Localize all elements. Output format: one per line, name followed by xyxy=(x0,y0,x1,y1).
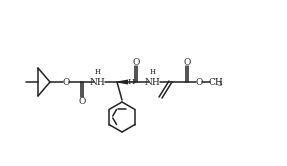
Text: NH: NH xyxy=(144,78,160,86)
Polygon shape xyxy=(117,80,128,84)
Text: H: H xyxy=(95,68,101,76)
Text: CH: CH xyxy=(209,78,223,86)
Text: 3: 3 xyxy=(218,80,222,88)
Text: O: O xyxy=(78,96,86,106)
Text: O: O xyxy=(183,57,191,67)
Text: O: O xyxy=(62,78,70,86)
Text: O: O xyxy=(132,57,140,67)
Text: O: O xyxy=(195,78,203,86)
Text: H: H xyxy=(127,78,135,86)
Text: NH: NH xyxy=(89,78,105,86)
Text: H: H xyxy=(150,68,156,76)
